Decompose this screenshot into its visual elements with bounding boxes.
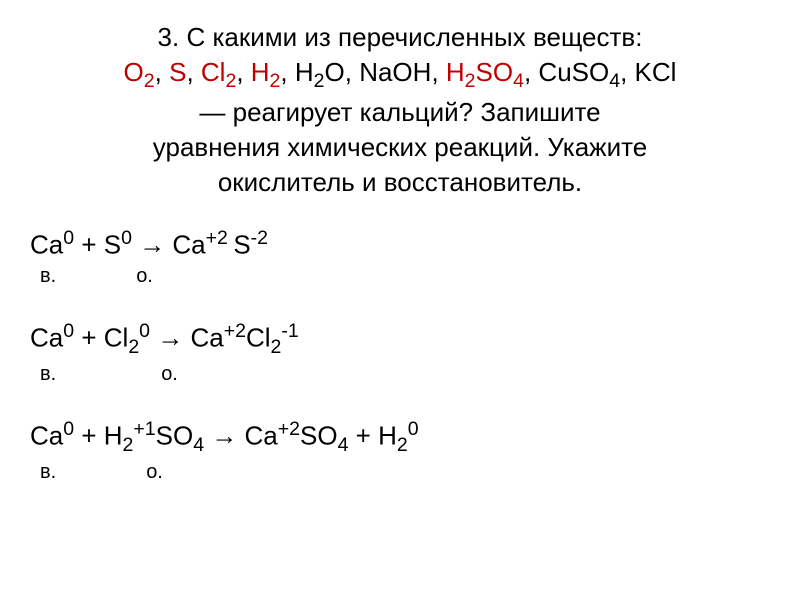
label-reducer: в. (40, 461, 56, 483)
equation-1-block: Ca0 + S0 → Ca+2 S-2 в. о. (30, 225, 770, 288)
equation-2-labels: в. о. (30, 363, 770, 386)
header-line-2: O2, S, Cl2, H2, H2O, NaOH, H2SO4, CuSO4,… (30, 55, 770, 95)
header-line-1: 3. С какими из перечисленных веществ: (30, 20, 770, 55)
label-reducer: в. (40, 265, 56, 287)
equation-1: Ca0 + S0 → Ca+2 S-2 (30, 225, 770, 263)
formula-s: S (169, 57, 186, 87)
header-line-5: окислитель и восстановитель. (30, 165, 770, 200)
equation-3-labels: в. о. (30, 461, 770, 484)
equation-2: Ca0 + Cl20 → Ca+2Cl2-1 (30, 318, 770, 361)
problem-header: 3. С какими из перечисленных веществ: O2… (30, 20, 770, 200)
equation-3: Ca0 + H2+1SO4 → Ca+2SO4 + H20 (30, 416, 770, 459)
label-oxidizer: о. (146, 461, 163, 483)
formula-o2: O2 (124, 57, 155, 87)
equation-1-labels: в. о. (30, 265, 770, 288)
formula-naoh: NaOH (359, 57, 431, 87)
formula-cl2: Cl2 (201, 57, 236, 87)
equation-3-block: Ca0 + H2+1SO4 → Ca+2SO4 + H20 в. о. (30, 416, 770, 484)
label-reducer: в. (40, 363, 56, 385)
formula-h2so4: H2SO4 (446, 57, 524, 87)
formula-kcl: KCl (635, 57, 677, 87)
label-oxidizer: о. (161, 363, 178, 385)
formula-cuso4: CuSO4 (538, 57, 620, 87)
formula-h2o: H2O (295, 57, 345, 87)
header-line-4: уравнения химических реакций. Укажите (30, 130, 770, 165)
label-oxidizer: о. (136, 265, 153, 287)
equation-2-block: Ca0 + Cl20 → Ca+2Cl2-1 в. о. (30, 318, 770, 386)
formula-h2: H2 (251, 57, 281, 87)
header-line-3: — реагирует кальций? Запишите (30, 95, 770, 130)
